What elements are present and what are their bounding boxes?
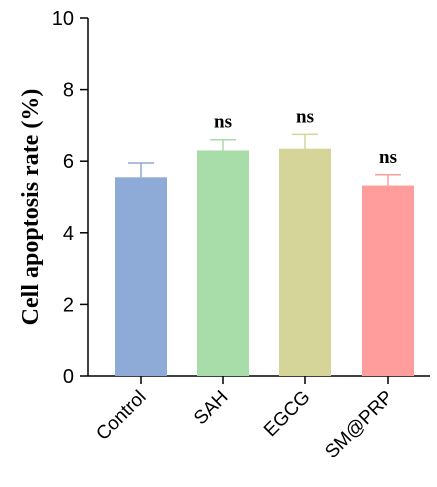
bar-egcg: [279, 148, 331, 376]
y-tick-label: 8: [63, 80, 74, 102]
y-axis-title: Cell apoptosis rate (%): [18, 89, 44, 326]
bar-sah: [197, 150, 249, 376]
significance-label: ns: [379, 147, 397, 168]
x-tick-label: EGCG: [260, 387, 314, 441]
x-ticks: Control SAH EGCG SM@PRP: [92, 376, 398, 463]
y-ticks: 0 2 4 6 8 10: [52, 8, 88, 388]
bars: ns ns ns: [115, 106, 414, 376]
y-tick-label: 2: [63, 294, 74, 316]
significance-label: ns: [214, 112, 232, 133]
x-tick-label: Control: [92, 387, 150, 445]
significance-label: ns: [296, 106, 314, 127]
bar-sm-prp: [362, 185, 414, 376]
y-tick-label: 0: [63, 366, 74, 388]
y-tick-label: 6: [63, 151, 74, 173]
y-tick-label: 10: [52, 8, 74, 30]
bar-control: [115, 177, 167, 376]
x-tick-label: SAH: [190, 387, 232, 429]
x-tick-label: SM@PRP: [321, 387, 397, 463]
y-tick-label: 4: [63, 223, 74, 245]
